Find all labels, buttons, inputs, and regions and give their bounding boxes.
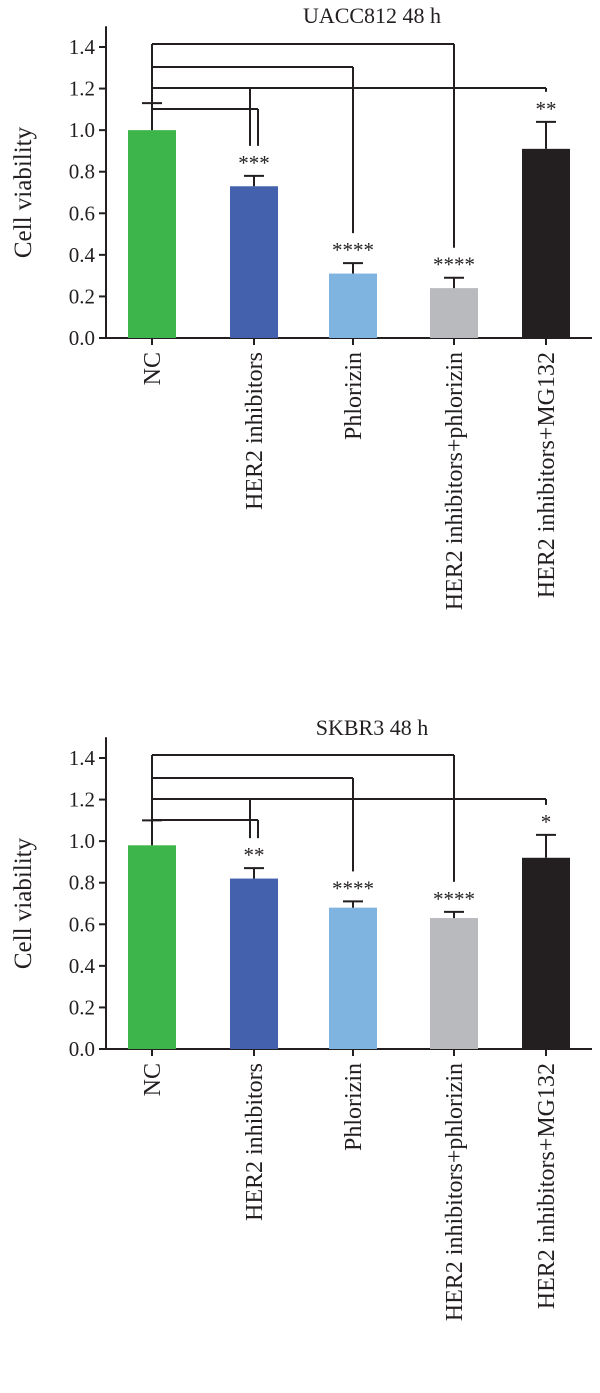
x-tick-label: NC: [140, 1063, 166, 1096]
significance-label: ****: [332, 876, 374, 900]
y-tick-label: 0.4: [69, 954, 96, 978]
y-tick-label: 1.0: [69, 829, 95, 853]
chart-title: UACC812 48 h: [303, 3, 441, 28]
significance-label: ***: [238, 151, 270, 175]
chart-title: SKBR3 48 h: [316, 715, 428, 740]
bar: [230, 186, 278, 338]
y-tick-label: 1.2: [69, 788, 95, 812]
y-tick-label: 0.4: [69, 243, 96, 267]
bar: [522, 148, 570, 338]
x-tick-label: HER2 inhibitors+MG132: [534, 352, 560, 598]
chart-panel-1: UACC812 48 h Cell viability 0.0 0.2 0.4 0.6 0.…: [10, 3, 592, 610]
bar: [430, 918, 478, 1049]
y-tick-label: 1.4: [69, 35, 96, 59]
y-tick-label: 0.2: [69, 995, 95, 1019]
significance-label: **: [536, 97, 557, 121]
bar: [128, 845, 176, 1049]
significance-label: ****: [433, 887, 475, 911]
y-tick-label: 0.2: [69, 284, 95, 308]
x-tick-label: HER2 inhibitors+phlorizin: [442, 1063, 468, 1321]
x-tick-label: HER2 inhibitors+MG132: [534, 1063, 560, 1309]
y-axis-label: Cell viability: [10, 126, 37, 258]
bar: [230, 878, 278, 1049]
y-tick-label: 0.0: [69, 326, 95, 350]
y-tick-label: 1.0: [69, 118, 95, 142]
bar: [522, 857, 570, 1049]
y-axis-label: Cell viability: [10, 837, 37, 969]
bar: [128, 130, 176, 338]
significance-label: ****: [332, 238, 374, 262]
significance-label: **: [244, 843, 265, 867]
significance-label: ****: [433, 253, 475, 277]
bar: [329, 273, 377, 338]
chart-panel-2: SKBR3 48 h Cell viability 0.0 0.2 0.4 0.6 0.8 1…: [10, 715, 592, 1321]
significance-label: *: [541, 810, 552, 834]
x-tick-label: HER2 inhibitors+phlorizin: [442, 352, 468, 610]
y-tick-label: 0.8: [69, 160, 95, 184]
y-tick-label: 0.6: [69, 912, 95, 936]
bar: [430, 288, 478, 338]
y-tick-label: 0.0: [69, 1037, 95, 1061]
x-tick-label: Phlorizin: [341, 1063, 367, 1151]
x-tick-label: HER2 inhibitors: [242, 1063, 268, 1221]
x-tick-label: Phlorizin: [341, 352, 367, 440]
y-tick-label: 0.6: [69, 201, 95, 225]
y-tick-label: 1.4: [69, 746, 96, 770]
bar: [329, 907, 377, 1049]
x-tick-label: NC: [140, 352, 166, 385]
y-tick-label: 0.8: [69, 871, 95, 895]
x-tick-label: HER2 inhibitors: [242, 352, 268, 510]
y-tick-label: 1.2: [69, 77, 95, 101]
